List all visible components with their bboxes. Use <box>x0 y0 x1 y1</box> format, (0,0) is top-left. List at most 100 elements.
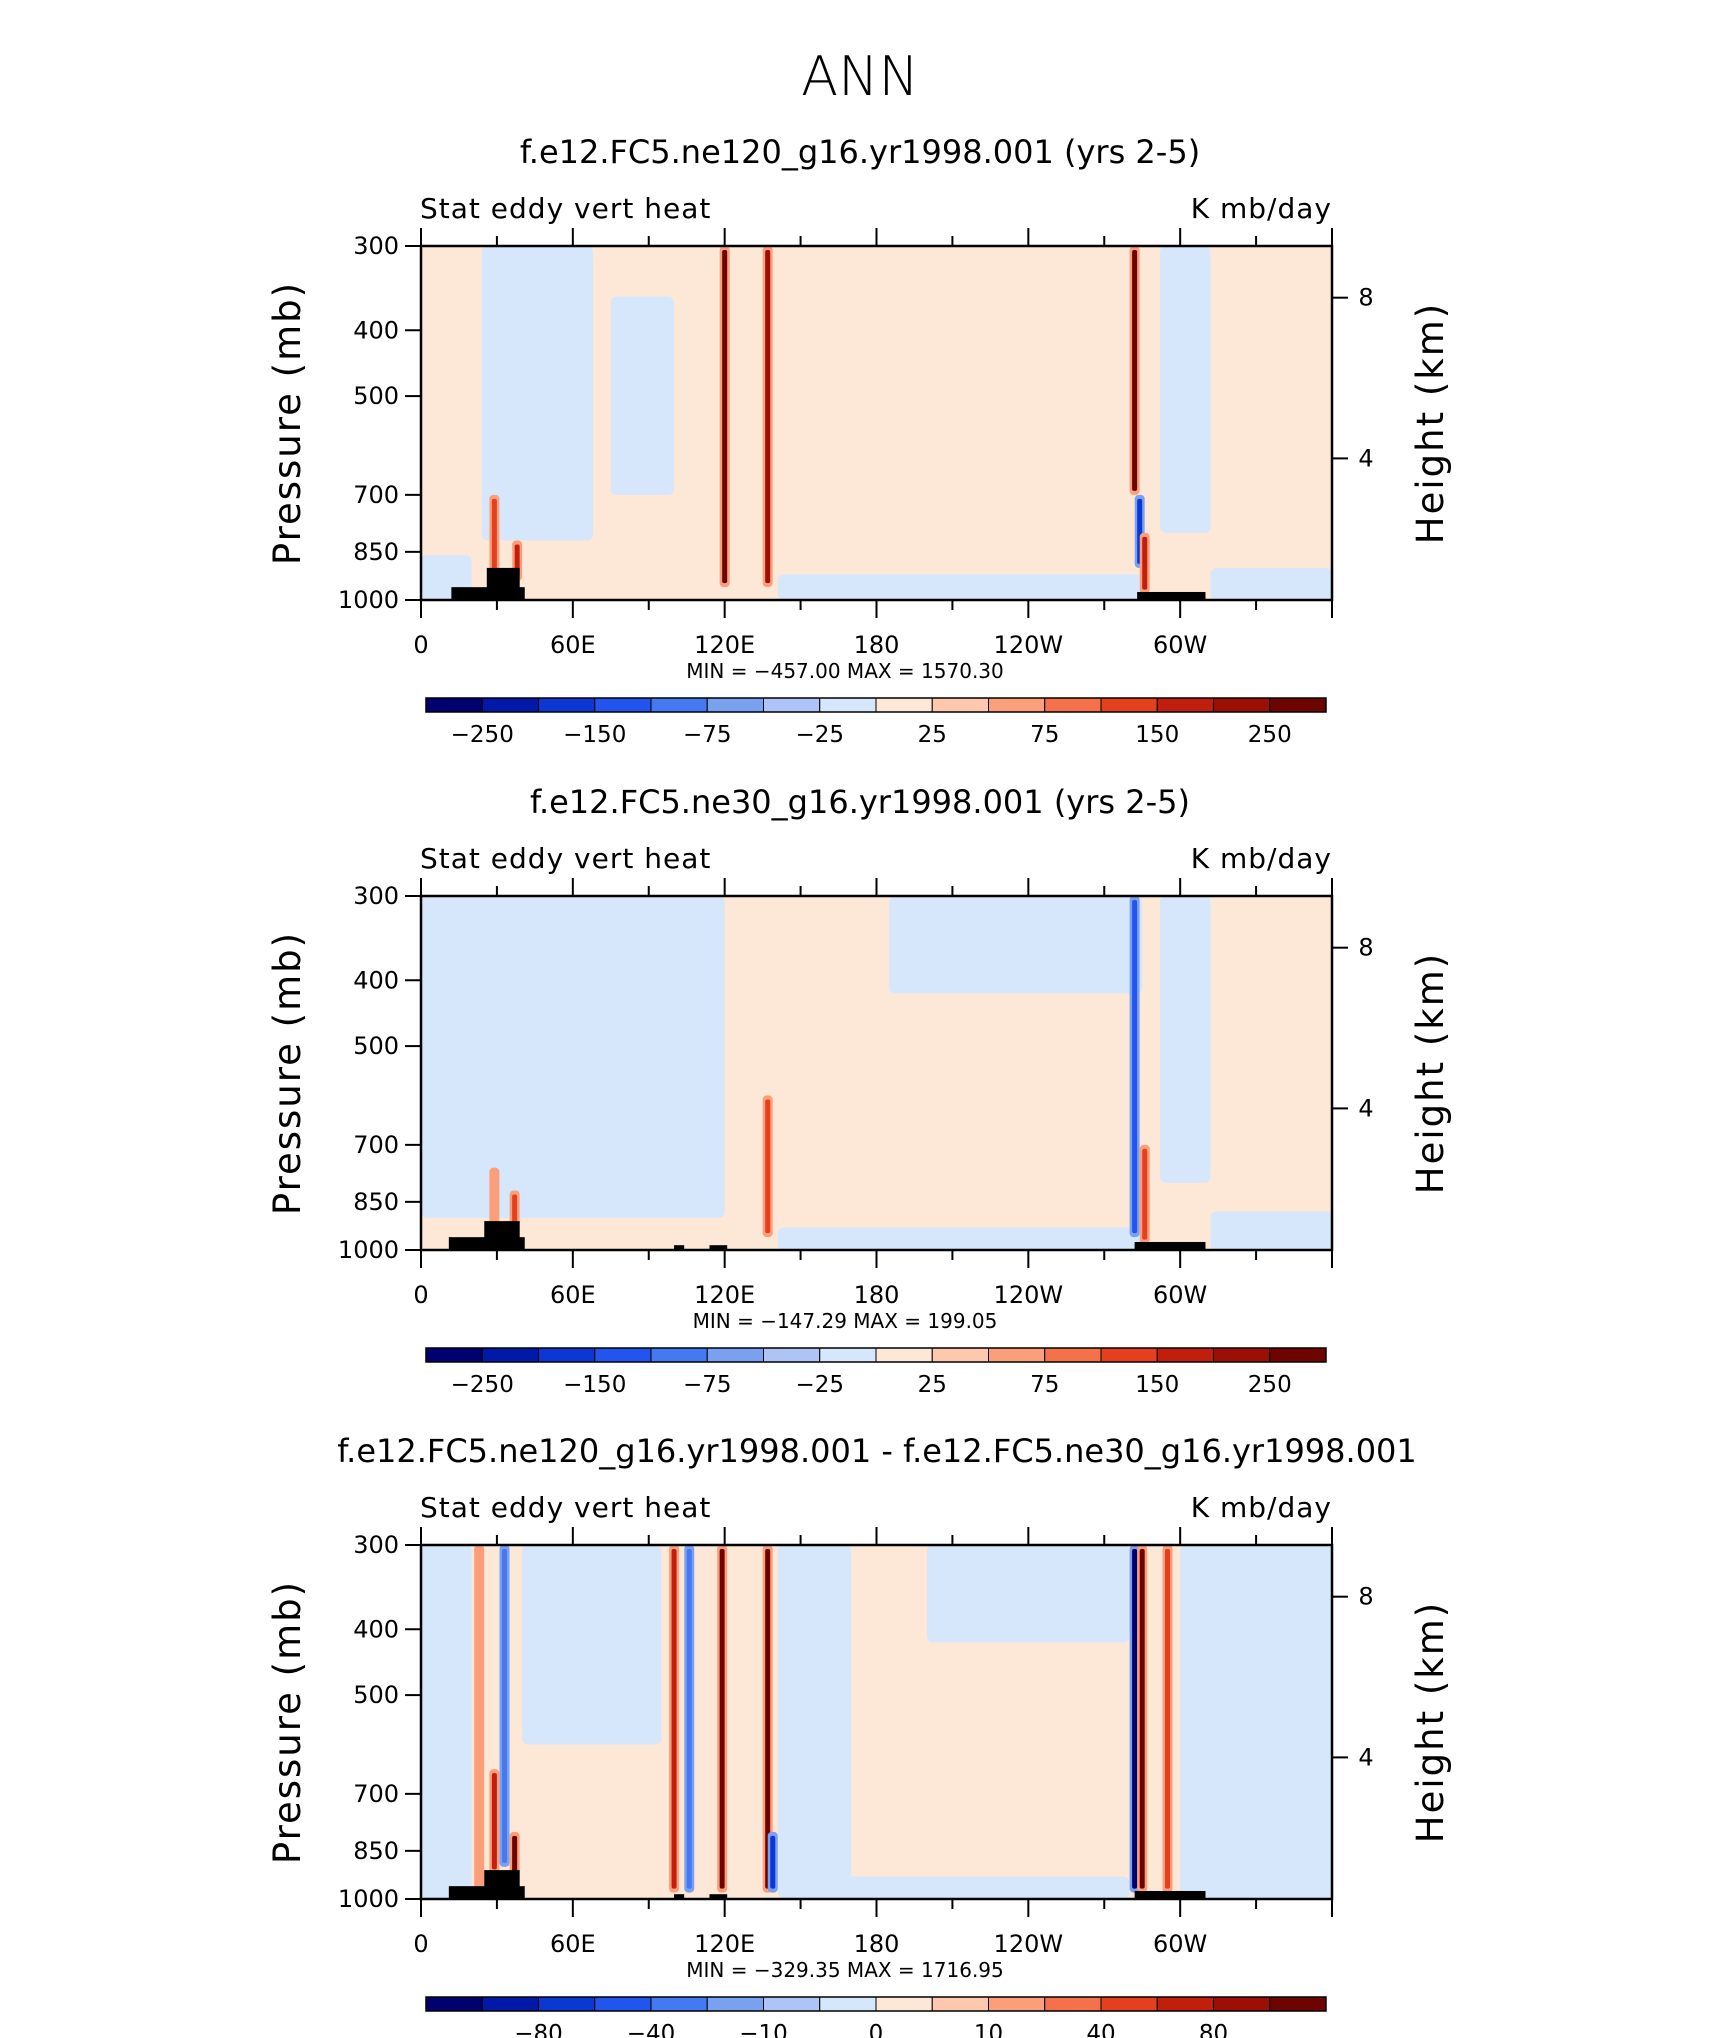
topography-block <box>674 1245 685 1250</box>
colorbar-label: −25 <box>795 722 844 748</box>
y2-tick-label: 4 <box>1358 1743 1373 1771</box>
x-tick-label: 0 <box>413 1930 428 1958</box>
feature-core <box>491 498 497 571</box>
colorbar-label: −150 <box>563 722 626 748</box>
feature-core <box>1165 1549 1171 1889</box>
colorbar-box <box>1213 697 1271 713</box>
feature-core <box>1142 536 1148 590</box>
colorbar-box <box>988 697 1046 713</box>
negative-region <box>777 1545 852 1899</box>
left-label: Stat eddy vert heat <box>420 192 711 225</box>
x-tick-label: 60E <box>550 1930 596 1958</box>
colorbar-label: 80 <box>1199 2021 1228 2038</box>
negative-region <box>481 246 594 541</box>
panel-difference: f.e12.FC5.ne120_g16.yr1998.001 - f.e12.F… <box>266 1432 1452 2038</box>
y-tick-label: 850 <box>353 538 399 566</box>
topography-block <box>674 1894 685 1899</box>
feature-core <box>765 1549 771 1889</box>
colorbar-box <box>763 1996 821 2012</box>
panel-title: f.e12.FC5.ne120_g16.yr1998.001 - f.e12.F… <box>337 1432 1417 1470</box>
feature-core <box>476 1549 482 1895</box>
colorbar-box <box>481 1347 539 1363</box>
units-label: K mb/day <box>1191 1491 1332 1524</box>
topography-block <box>484 1221 520 1250</box>
colorbar-box <box>538 1996 596 2012</box>
x-tick-label: 60E <box>550 631 596 659</box>
feature-core <box>502 1549 508 1863</box>
y-tick-label: 500 <box>353 1032 399 1060</box>
panel-title: f.e12.FC5.ne30_g16.yr1998.001 (yrs 2-5) <box>530 783 1190 821</box>
y-axis-title: Pressure (mb) <box>266 931 309 1215</box>
min-max-stats: MIN = −329.35 MAX = 1716.95 <box>686 1958 1004 1982</box>
contour-plot: 300 400 500 700 850 1000 8 4 0 60E 120E 180 120W 60W <box>338 228 1374 659</box>
colorbar-box <box>1044 697 1102 713</box>
feature-core <box>765 250 771 584</box>
colorbar-box <box>1100 1996 1158 2012</box>
colorbar-label: 0 <box>869 2021 884 2038</box>
topography-block <box>709 1245 728 1250</box>
x-tick-label: 120W <box>994 631 1064 659</box>
x-tick-label: 60W <box>1153 1281 1207 1309</box>
colorbar-box <box>1100 697 1158 713</box>
colorbar-box <box>1269 1996 1327 2012</box>
colorbar-label: −10 <box>739 2021 788 2038</box>
x-tick-label: 120E <box>694 1930 755 1958</box>
contour-plot: 300 400 500 700 850 1000 8 4 0 60E 120E 180 120W 60W <box>338 1527 1374 1958</box>
negative-region <box>777 1876 1130 1899</box>
panel-title: f.e12.FC5.ne120_g16.yr1998.001 (yrs 2-5) <box>520 133 1200 171</box>
topography-block <box>1134 1890 1206 1899</box>
colorbar-box <box>1044 1996 1102 2012</box>
x-tick-label: 120W <box>994 1930 1064 1958</box>
negative-region <box>421 1545 472 1899</box>
y2-axis-title: Height (km) <box>1409 1601 1452 1843</box>
colorbar-box <box>875 697 933 713</box>
colorbar-label: 75 <box>1030 1372 1059 1398</box>
left-label: Stat eddy vert heat <box>420 842 711 875</box>
negative-region <box>522 1545 662 1745</box>
colorbar-label: 250 <box>1248 722 1292 748</box>
colorbar-frame <box>425 1996 1327 2012</box>
left-label: Stat eddy vert heat <box>420 1491 711 1524</box>
colorbar-box <box>1269 697 1327 713</box>
panel-ne120: f.e12.FC5.ne120_g16.yr1998.001 (yrs 2-5)… <box>266 133 1452 748</box>
y-tick-label: 500 <box>353 382 399 410</box>
feature-core <box>765 1099 771 1234</box>
colorbar-label: 75 <box>1030 722 1059 748</box>
colorbar-box <box>1213 1347 1271 1363</box>
colorbar-box <box>650 1996 708 2012</box>
colorbar-frame <box>425 1347 1327 1363</box>
feature-core <box>722 250 728 584</box>
feature-core <box>671 1549 677 1889</box>
topography-block <box>709 1894 728 1899</box>
y-tick-label: 400 <box>353 966 399 994</box>
feature-core <box>770 1835 776 1889</box>
colorbar-box <box>1213 1996 1271 2012</box>
x-tick-label: 0 <box>413 631 428 659</box>
colorbar-box <box>1156 1996 1214 2012</box>
colorbar-box <box>481 697 539 713</box>
y2-axis-title: Height (km) <box>1409 302 1452 544</box>
colorbar-label: 150 <box>1135 722 1179 748</box>
colorbar-box <box>1044 1347 1102 1363</box>
x-tick-label: 120E <box>694 1281 755 1309</box>
y2-tick-label: 8 <box>1358 934 1373 962</box>
colorbar-box <box>819 1996 877 2012</box>
colorbar-box <box>1156 1347 1214 1363</box>
colorbar-label: −250 <box>451 722 514 748</box>
feature-core <box>491 1773 497 1870</box>
y-tick-label: 700 <box>353 481 399 509</box>
y-tick-label: 400 <box>353 316 399 344</box>
colorbar-box <box>538 697 596 713</box>
y2-tick-label: 8 <box>1358 284 1373 312</box>
colorbar-label: 40 <box>1086 2021 1115 2038</box>
y-tick-label: 500 <box>353 1681 399 1709</box>
feature-core <box>1132 250 1138 491</box>
field-layer <box>421 896 1332 1250</box>
colorbar-box <box>1100 1347 1158 1363</box>
feature-core <box>512 1835 518 1879</box>
colorbar-label: 25 <box>918 1372 947 1398</box>
negative-region <box>1180 1545 1332 1899</box>
colorbar-label: −80 <box>514 2021 563 2038</box>
negative-region <box>927 1545 1130 1643</box>
colorbar-label: −150 <box>563 1372 626 1398</box>
